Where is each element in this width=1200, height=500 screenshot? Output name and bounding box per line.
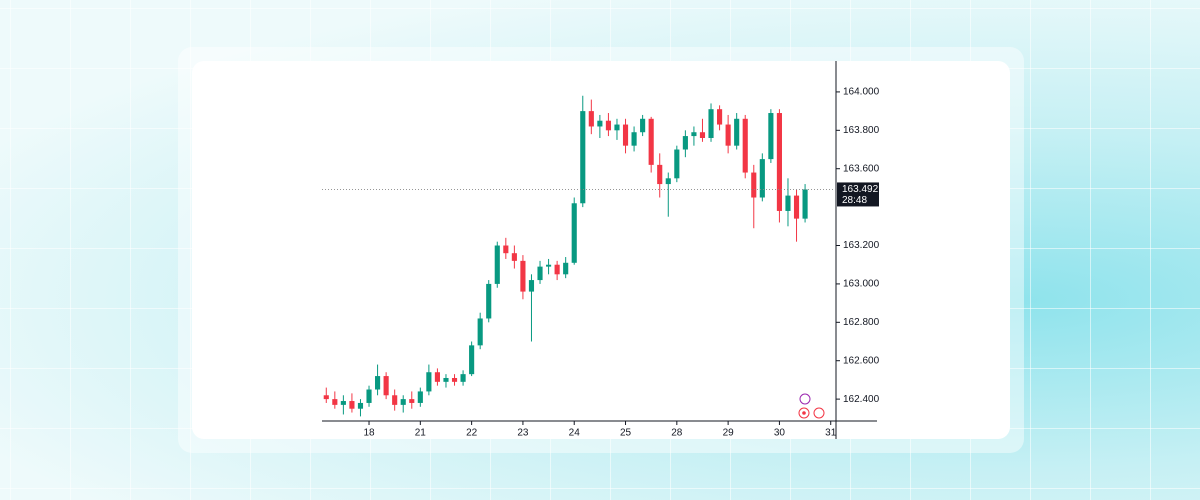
candle-body <box>785 195 791 211</box>
candle-body <box>349 401 355 409</box>
candle-body <box>631 132 637 146</box>
candle-body <box>383 376 389 396</box>
candle-body <box>443 377 449 382</box>
x-tick-label: 24 <box>569 428 581 439</box>
icon <box>813 407 825 419</box>
y-tick-label: 163.200 <box>843 240 880 251</box>
x-tick-label: 28 <box>671 428 683 439</box>
y-tick-label: 162.400 <box>843 394 880 405</box>
candle-body <box>571 203 577 263</box>
candle-body <box>340 401 346 405</box>
candle-body <box>751 172 757 198</box>
candle-body <box>494 245 500 284</box>
candle-body <box>357 402 364 409</box>
candle-body <box>768 113 774 160</box>
x-tick-label: 30 <box>774 428 786 439</box>
candle-body <box>759 159 765 198</box>
candle-body <box>717 109 723 125</box>
candle-body <box>648 118 654 165</box>
y-tick-label: 163.600 <box>843 163 880 174</box>
candle-body <box>434 372 440 382</box>
candle-body <box>546 264 552 267</box>
y-tick-label: 164.000 <box>843 87 880 98</box>
candle-body <box>469 345 475 375</box>
candle-body <box>451 377 458 382</box>
x-tick-label: 29 <box>723 428 735 439</box>
candle-body <box>793 195 800 219</box>
candle-body <box>520 260 526 292</box>
x-tick-label: 22 <box>466 428 478 439</box>
candle-body <box>802 189 808 219</box>
candle-body <box>375 376 381 390</box>
y-tick-label: 162.800 <box>843 317 880 328</box>
candle-body <box>554 264 560 275</box>
candle-body <box>366 389 372 403</box>
candle-body <box>477 318 483 346</box>
candle-body <box>622 124 629 146</box>
candle-body <box>503 245 509 254</box>
candle-body <box>580 111 586 204</box>
candle-body <box>323 395 329 400</box>
candle-body <box>665 178 671 185</box>
icon <box>799 393 811 405</box>
candle-body <box>682 136 688 150</box>
candle-body <box>691 132 697 137</box>
candle-body <box>426 372 432 392</box>
x-tick-label: 18 <box>363 428 375 439</box>
candle-body <box>699 132 706 138</box>
icon <box>802 411 806 415</box>
candle-body <box>776 113 782 211</box>
candle-body <box>332 399 338 405</box>
candle-body <box>417 391 423 403</box>
candle-body <box>486 283 492 319</box>
x-tick-label: 23 <box>517 428 529 439</box>
candle-body <box>537 266 543 281</box>
y-tick-label: 163.800 <box>843 125 880 136</box>
x-tick-label: 31 <box>825 428 837 439</box>
candle-body <box>400 399 406 405</box>
x-tick-label: 21 <box>415 428 427 439</box>
candle-body <box>605 120 611 131</box>
countdown-label: 28:48 <box>842 195 867 206</box>
candle-body <box>725 124 731 146</box>
y-tick-label: 162.600 <box>843 355 880 366</box>
y-tick-label: 163.000 <box>843 279 880 290</box>
last-price-label: 163.492 <box>842 184 879 195</box>
candle-body <box>588 111 594 127</box>
candle-body <box>742 118 748 173</box>
candle-body <box>511 253 517 261</box>
candle-body <box>734 118 740 146</box>
candle-body <box>657 164 663 185</box>
candle-body <box>563 262 569 275</box>
last-price-box <box>837 182 879 207</box>
candle-body <box>674 149 680 179</box>
event-icons <box>798 393 825 419</box>
candle-body <box>528 280 535 292</box>
candle-body <box>460 374 466 382</box>
candle-body <box>640 118 646 133</box>
x-tick-label: 25 <box>620 428 632 439</box>
candle-body <box>392 395 398 405</box>
candle-body <box>614 124 620 131</box>
candle-body <box>409 399 415 403</box>
candle-body <box>597 120 603 127</box>
candle-body <box>708 109 714 138</box>
